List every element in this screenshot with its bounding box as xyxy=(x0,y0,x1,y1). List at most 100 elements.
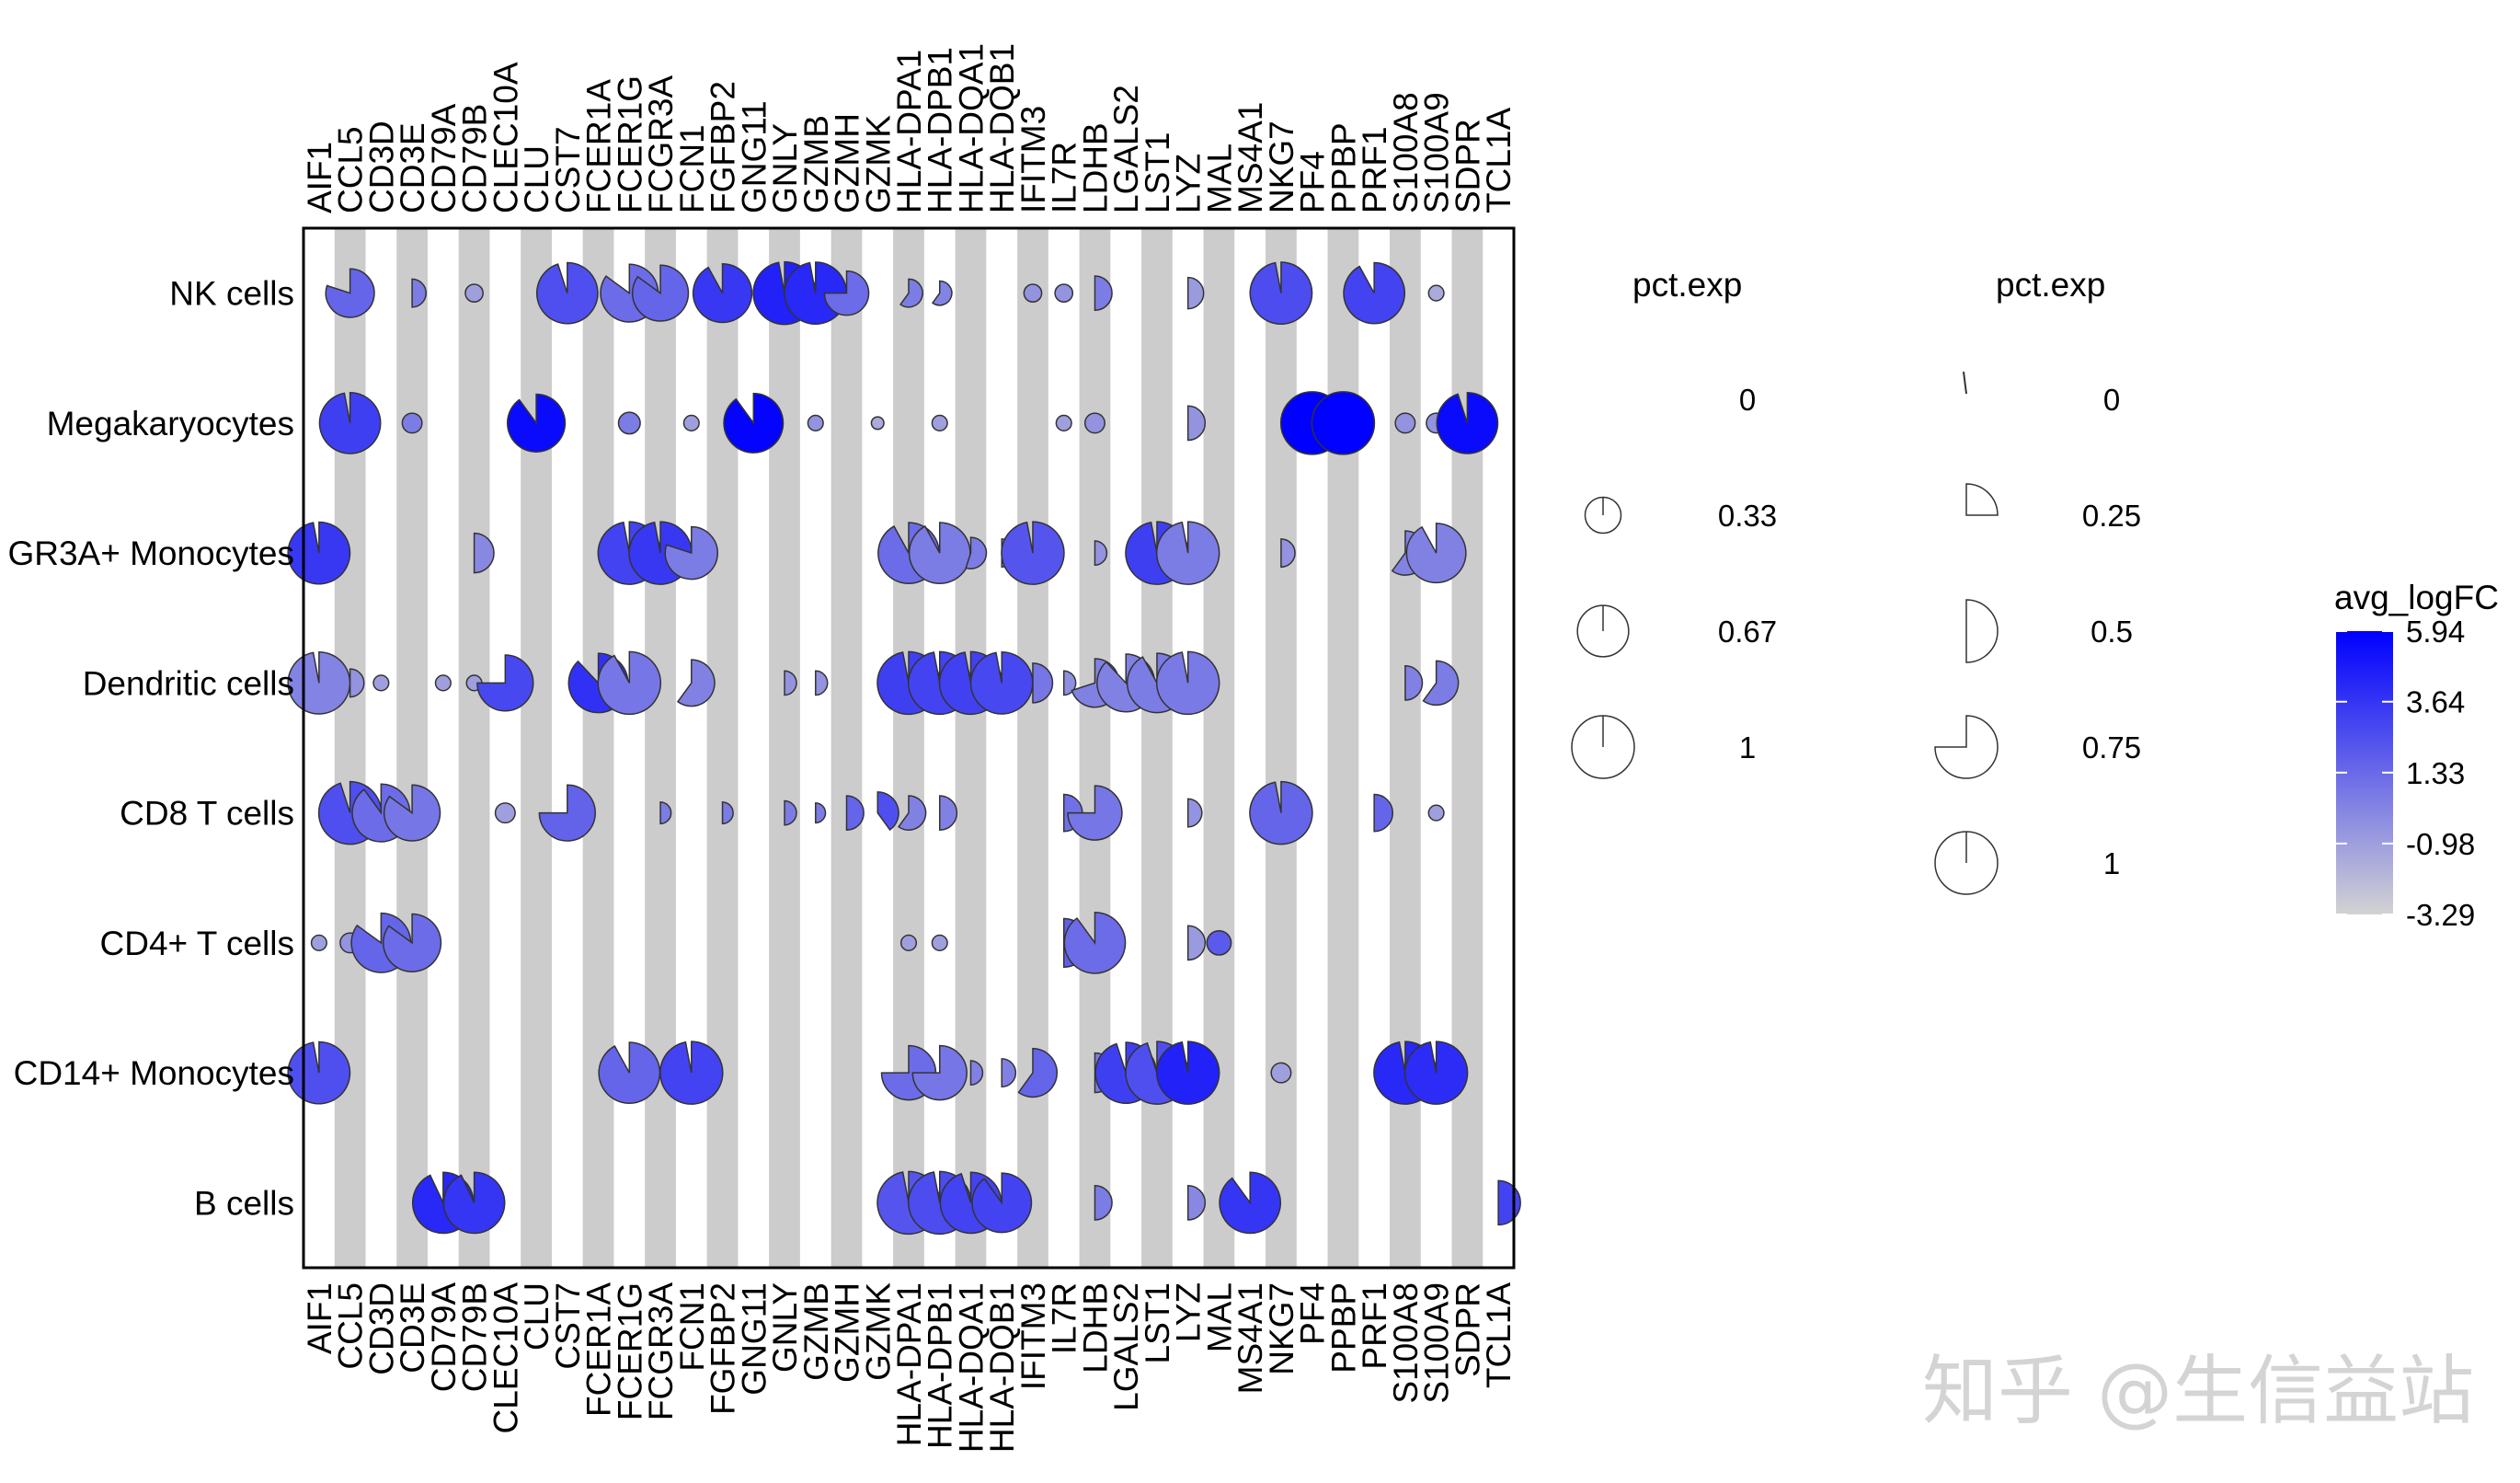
column-stripe xyxy=(1203,228,1235,1268)
pie-marker xyxy=(1155,1040,1220,1105)
pie-marker xyxy=(965,536,988,569)
pie-marker xyxy=(1155,650,1220,716)
gene-label-top: CD79A xyxy=(425,103,463,213)
pie-marker xyxy=(1054,283,1074,303)
gene-label-top: LDHB xyxy=(1077,122,1115,213)
gene-label-top: FCGR3A xyxy=(642,75,680,213)
gene-label-bottom: S100A8 xyxy=(1387,1282,1425,1404)
pie-marker xyxy=(1403,1040,1469,1105)
gene-label-top: PF4 xyxy=(1294,151,1332,213)
column-stripe xyxy=(830,228,863,1268)
pie-marker xyxy=(442,1171,506,1235)
pie-marker xyxy=(721,801,734,825)
gene-label-bottom: LGALS2 xyxy=(1107,1282,1145,1411)
pie-marker xyxy=(473,532,495,574)
cell-type-label: CD14+ Monocytes xyxy=(14,1054,294,1092)
legend-size-label: 0 xyxy=(1739,383,1756,417)
pie-marker xyxy=(1497,1179,1521,1226)
gene-label-bottom: IL7R xyxy=(1046,1282,1083,1354)
pie-marker xyxy=(383,784,441,842)
cell-type-labels: NK cells Megakaryocytes GR3A+ Monocytes Den… xyxy=(7,275,294,1223)
pie-marker xyxy=(476,654,534,712)
column-stripe xyxy=(1390,228,1421,1268)
column-stripe xyxy=(1327,228,1359,1268)
gene-label-bottom: FCN1 xyxy=(673,1282,711,1372)
colorbar-label: -0.98 xyxy=(2406,827,2475,861)
legend-avg-logfc: avg_logFC 5.94 3.64 1.33 -0.98 -3.29 xyxy=(2334,579,2499,932)
pie-marker xyxy=(1427,804,1445,822)
legend-pct-exp-size: pct.exp 0 0.33 0.67 1 xyxy=(1571,266,1777,779)
pie-marker xyxy=(1032,662,1054,704)
pie-marker xyxy=(659,1040,724,1105)
gene-label-top: CD79B xyxy=(456,104,494,213)
pie-marker xyxy=(908,522,971,584)
pie-marker xyxy=(287,1040,351,1105)
legend-pie-label: 0.5 xyxy=(2090,615,2133,649)
column-stripe xyxy=(334,228,366,1268)
gene-label-top: AIF1 xyxy=(301,142,338,213)
pie-marker xyxy=(784,670,797,696)
pie-marker xyxy=(325,268,375,318)
column-stripe xyxy=(1266,228,1297,1268)
cell-type-label: CD4+ T cells xyxy=(100,925,294,962)
gene-label-bottom: CLEC10A xyxy=(487,1282,524,1434)
gene-label-bottom: GNLY xyxy=(766,1282,804,1373)
pie-marker xyxy=(1394,412,1416,434)
cell-type-label: CD8 T cells xyxy=(120,795,294,833)
gene-label-bottom: LDHB xyxy=(1077,1282,1115,1374)
legend-size-label: 1 xyxy=(1739,730,1756,764)
top-gene-labels: AIF1CCL5CD3DCD3ECD79ACD79BCLEC10ACLUCST7… xyxy=(301,43,1518,213)
gene-label-top: PPBP xyxy=(1324,122,1362,213)
gene-label-bottom: CCL5 xyxy=(332,1282,370,1370)
column-stripe xyxy=(645,228,676,1268)
pie-marker xyxy=(676,659,716,707)
gene-label-top: FGFBP2 xyxy=(704,81,742,213)
gene-label-top: LST1 xyxy=(1139,132,1176,213)
pie-marker xyxy=(870,416,885,431)
gene-label-bottom: MS4A1 xyxy=(1231,1282,1269,1394)
gene-label-top: IL7R xyxy=(1046,142,1083,213)
pie-marker xyxy=(1311,391,1376,455)
legend-pie-label: 1 xyxy=(2103,846,2120,880)
legend-pie-label: 0.25 xyxy=(2082,499,2141,533)
column-stripe xyxy=(396,228,428,1268)
pie-marker xyxy=(938,795,958,832)
gene-label-top: GNLY xyxy=(766,123,804,213)
pie-marker xyxy=(1062,670,1077,696)
pie-marker xyxy=(1063,911,1127,974)
gene-label-bottom: PF4 xyxy=(1294,1282,1332,1345)
gene-label-bottom: PRF1 xyxy=(1356,1282,1393,1370)
gene-label-top: CD3D xyxy=(362,121,400,213)
pie-marker xyxy=(1206,929,1232,956)
pie-marker xyxy=(876,791,899,832)
pie-marker xyxy=(911,1044,968,1101)
colorbar-label: 1.33 xyxy=(2406,756,2465,790)
pie-marker xyxy=(535,261,599,325)
pie-marker xyxy=(1186,276,1205,310)
gene-label-top: S100A9 xyxy=(1418,92,1456,213)
pie-marker xyxy=(931,934,948,951)
pie-marker xyxy=(1249,261,1313,326)
bottom-gene-labels: AIF1CCL5CD3DCD3ECD79ACD79BCLEC10ACLUCST7… xyxy=(301,1282,1518,1453)
gene-label-top: IFITM3 xyxy=(1014,106,1052,213)
gene-label-top: SDPR xyxy=(1449,119,1486,213)
gene-label-bottom: GZMH xyxy=(829,1282,866,1383)
gene-label-top: CCL5 xyxy=(332,126,370,213)
gene-label-bottom: MAL xyxy=(1200,1282,1238,1352)
legend-pie-key xyxy=(1965,483,1999,516)
pie-marker xyxy=(318,391,382,454)
pie-marker xyxy=(1249,780,1313,845)
column-stripe xyxy=(893,228,924,1268)
gene-label-top: HLA-DQA1 xyxy=(953,43,991,213)
legend-size-label: 0.33 xyxy=(1718,499,1777,533)
pie-marker xyxy=(682,414,700,431)
column-stripe xyxy=(1017,228,1048,1268)
gene-label-bottom: PPBP xyxy=(1324,1282,1362,1374)
pie-marker xyxy=(969,650,1034,715)
pie-marker xyxy=(1001,1058,1017,1088)
legend-size-label: 0.67 xyxy=(1718,615,1777,649)
gene-label-bottom: FGFBP2 xyxy=(704,1282,742,1415)
gene-label-bottom: HLA-DPB1 xyxy=(922,1282,959,1449)
gene-label-top: CLEC10A xyxy=(487,62,524,213)
pie-marker xyxy=(310,934,327,951)
